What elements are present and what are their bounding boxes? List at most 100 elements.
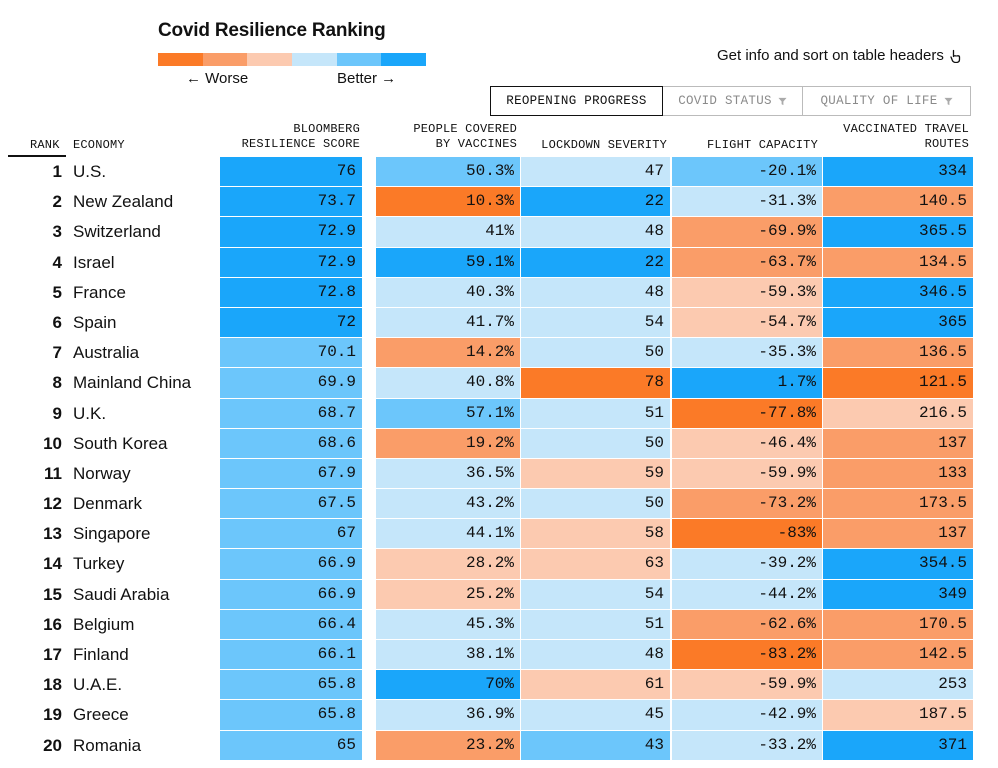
header-economy[interactable]: ECONOMY: [73, 138, 125, 152]
flight-capacity-cell: -59.3%: [672, 277, 822, 307]
economy-cell: Turkey: [73, 554, 125, 574]
rank-cell: 13: [43, 524, 62, 544]
economy-cell: Israel: [73, 252, 115, 272]
vaccine-coverage-cell: 43.2%: [376, 489, 520, 519]
rank-cell: 8: [52, 373, 62, 393]
tab-label: COVID STATUS: [678, 94, 772, 108]
legend-swatch: [336, 53, 382, 66]
table-row[interactable]: 8 Mainland China 69.9 40.8% 78 1.7% 121.5: [0, 368, 998, 398]
rank-cell: 19: [43, 705, 62, 725]
travel-routes-cell: 136.5: [823, 338, 973, 368]
flight-capacity-cell: -54.7%: [672, 307, 822, 338]
vaccine-coverage-cell: 50.3%: [376, 157, 520, 187]
economy-cell: Singapore: [73, 524, 151, 544]
lockdown-severity-cell: 78: [521, 368, 670, 398]
lockdown-severity-cell: 48: [521, 217, 670, 247]
resilience-score-cell: 72.8: [220, 277, 362, 307]
travel-routes-cell: 137: [823, 519, 973, 549]
flight-capacity-cell: -35.3%: [672, 338, 822, 368]
flight-capacity-cell: -39.2%: [672, 549, 822, 579]
vaccine-coverage-cell: 41.7%: [376, 307, 520, 338]
lockdown-severity-cell: 50: [521, 338, 670, 368]
pointer-hand-icon: [950, 49, 960, 63]
table-row[interactable]: 1 U.S. 76 50.3% 47 -20.1% 334: [0, 157, 998, 187]
vaccine-coverage-cell: 36.9%: [376, 700, 520, 730]
table-row[interactable]: 18 U.A.E. 65.8 70% 61 -59.9% 253: [0, 670, 998, 700]
flight-capacity-cell: -62.6%: [672, 609, 822, 639]
table-row[interactable]: 12 Denmark 67.5 43.2% 50 -73.2% 173.5: [0, 489, 998, 519]
rank-cell: 16: [43, 614, 62, 634]
table-row[interactable]: 9 U.K. 68.7 57.1% 51 -77.8% 216.5: [0, 398, 998, 429]
lockdown-severity-cell: 63: [521, 549, 670, 579]
tab-quality-of-life[interactable]: QUALITY OF LIFE: [803, 86, 971, 116]
lockdown-severity-cell: 47: [521, 157, 670, 187]
header-line: VACCINATED TRAVEL: [843, 122, 969, 136]
flight-capacity-cell: -73.2%: [672, 489, 822, 519]
resilience-score-cell: 70.1: [220, 338, 362, 368]
legend-swatch: [381, 53, 427, 66]
legend-swatch: [292, 53, 337, 66]
lockdown-severity-cell: 22: [521, 247, 670, 277]
rank-cell: 4: [52, 252, 62, 272]
table-row[interactable]: 19 Greece 65.8 36.9% 45 -42.9% 187.5: [0, 700, 998, 730]
vaccine-coverage-cell: 10.3%: [376, 187, 520, 217]
economy-cell: Greece: [73, 705, 129, 725]
rank-cell: 18: [43, 675, 62, 695]
lockdown-severity-cell: 58: [521, 519, 670, 549]
economy-cell: Mainland China: [73, 373, 192, 393]
legend-swatch: [158, 53, 203, 66]
legend-better-label: Better →: [337, 70, 397, 87]
header-rank[interactable]: RANK: [30, 138, 60, 152]
flight-capacity-cell: -33.2%: [672, 730, 822, 760]
tab-label: QUALITY OF LIFE: [820, 94, 938, 108]
header-people-covered[interactable]: PEOPLE COVERED BY VACCINES: [370, 122, 517, 152]
resilience-score-cell: 69.9: [220, 368, 362, 398]
header-resilience-score[interactable]: BLOOMBERG RESILIENCE SCORE: [210, 122, 360, 152]
travel-routes-cell: 173.5: [823, 489, 973, 519]
table-row[interactable]: 17 Finland 66.1 38.1% 48 -83.2% 142.5: [0, 640, 998, 670]
header-lockdown-severity[interactable]: LOCKDOWN SEVERITY: [541, 138, 667, 152]
header-divider: [8, 155, 66, 157]
table-row[interactable]: 5 France 72.8 40.3% 48 -59.3% 346.5: [0, 277, 998, 308]
table-row[interactable]: 10 South Korea 68.6 19.2% 50 -46.4% 137: [0, 428, 998, 459]
tab-covid-status[interactable]: COVID STATUS: [663, 86, 803, 116]
resilience-score-cell: 72: [220, 307, 362, 338]
table-row[interactable]: 16 Belgium 66.4 45.3% 51 -62.6% 170.5: [0, 609, 998, 640]
header-flight-capacity[interactable]: FLIGHT CAPACITY: [706, 138, 818, 152]
table-row[interactable]: 4 Israel 72.9 59.1% 22 -63.7% 134.5: [0, 247, 998, 278]
lockdown-severity-cell: 50: [521, 428, 670, 458]
table-row[interactable]: 6 Spain 72 41.7% 54 -54.7% 365: [0, 307, 998, 338]
rank-cell: 12: [43, 494, 62, 514]
resilience-score-cell: 65.8: [220, 700, 362, 730]
rank-cell: 1: [52, 162, 62, 181]
header-line: RESILIENCE SCORE: [241, 137, 360, 151]
table-row[interactable]: 2 New Zealand 73.7 10.3% 22 -31.3% 140.5: [0, 187, 998, 217]
vaccine-coverage-cell: 23.2%: [376, 730, 520, 760]
resilience-score-cell: 67: [220, 519, 362, 549]
vaccine-coverage-cell: 45.3%: [376, 609, 520, 639]
header-vaccinated-travel-routes[interactable]: VACCINATED TRAVEL ROUTES: [818, 122, 969, 152]
lockdown-severity-cell: 43: [521, 730, 670, 760]
table-row[interactable]: 20 Romania 65 23.2% 43 -33.2% 371: [0, 730, 998, 761]
sort-hint-text: Get info and sort on table headers: [717, 47, 944, 64]
flight-capacity-cell: -83.2%: [672, 640, 822, 670]
table-row[interactable]: 11 Norway 67.9 36.5% 59 -59.9% 133: [0, 458, 998, 489]
resilience-score-cell: 73.7: [220, 187, 362, 217]
flight-capacity-cell: -59.9%: [672, 670, 822, 700]
tab-label: REOPENING PROGRESS: [506, 94, 647, 108]
resilience-score-cell: 72.9: [220, 247, 362, 277]
table-row[interactable]: 15 Saudi Arabia 66.9 25.2% 54 -44.2% 349: [0, 579, 998, 610]
travel-routes-cell: 134.5: [823, 247, 973, 277]
table-row[interactable]: 13 Singapore 67 44.1% 58 -83% 137: [0, 519, 998, 549]
table-row[interactable]: 3 Switzerland 72.9 41% 48 -69.9% 365.5: [0, 217, 998, 247]
resilience-score-cell: 68.7: [220, 398, 362, 428]
filter-icon: [778, 97, 787, 105]
table-row[interactable]: 14 Turkey 66.9 28.2% 63 -39.2% 354.5: [0, 549, 998, 579]
resilience-score-cell: 76: [220, 157, 362, 187]
travel-routes-cell: 365.5: [823, 217, 973, 247]
table-row[interactable]: 7 Australia 70.1 14.2% 50 -35.3% 136.5: [0, 338, 998, 368]
vaccine-coverage-cell: 14.2%: [376, 338, 520, 368]
travel-routes-cell: 346.5: [823, 277, 973, 307]
tab-reopening-progress[interactable]: REOPENING PROGRESS: [490, 86, 663, 116]
flight-capacity-cell: -63.7%: [672, 247, 822, 277]
